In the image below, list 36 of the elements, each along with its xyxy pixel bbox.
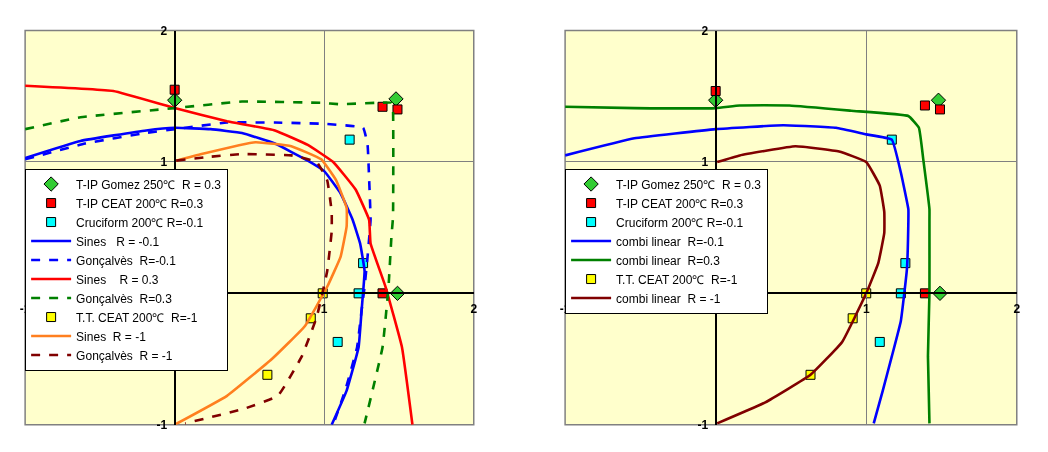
x-tick-label: 2 [470, 301, 478, 316]
y-tick-label: 2 [701, 23, 709, 38]
legend-label: Sines R = -0.1 [76, 234, 160, 249]
y-tick-label: 1 [160, 155, 168, 170]
legend-label: combi linear R=-0.1 [616, 234, 725, 249]
y-tick-label: -1 [697, 417, 709, 432]
point [392, 104, 403, 115]
point [934, 104, 945, 115]
y-tick-label: 2 [160, 23, 168, 38]
point [874, 336, 885, 347]
legend-label: T-IP Gomez 250℃ R = 0.3 [616, 177, 762, 192]
point [262, 369, 273, 380]
y-tick-label: -1 [156, 417, 168, 432]
y-tick-label: 1 [701, 155, 709, 170]
legend-label: combi linear R=0.3 [616, 253, 721, 268]
legend-label: Gonçalvès R=0.3 [76, 291, 173, 306]
legend-label: T.T. CEAT 200℃ R=-1 [76, 310, 198, 325]
legend-label: T-IP CEAT 200℃ R=0.3 [76, 196, 204, 211]
point [919, 100, 930, 111]
legend-label: combi linear R = -1 [616, 291, 721, 306]
legend-label: Gonçalvès R = -1 [76, 348, 173, 363]
legend-label: Cruciform 200℃ R=-0.1 [616, 215, 744, 230]
point [377, 101, 388, 112]
point [332, 336, 343, 347]
legend-label: Cruciform 200℃ R=-0.1 [76, 215, 204, 230]
point [388, 91, 404, 107]
x-tick-label: 2 [1013, 301, 1021, 316]
legend-label: T.T. CEAT 200℃ R=-1 [616, 272, 738, 287]
x-tick-label: 1 [862, 301, 870, 316]
legend-label: Sines R = 0.3 [76, 272, 159, 287]
legend-label: Gonçalvès R=-0.1 [76, 253, 177, 268]
legend-label: T-IP Gomez 250℃ R = 0.3 [76, 177, 222, 192]
point [344, 134, 355, 145]
legend-label: T-IP CEAT 200℃ R=0.3 [616, 196, 744, 211]
legend-label: Sines R = -1 [76, 329, 147, 344]
x-tick-label: 1 [320, 301, 328, 316]
